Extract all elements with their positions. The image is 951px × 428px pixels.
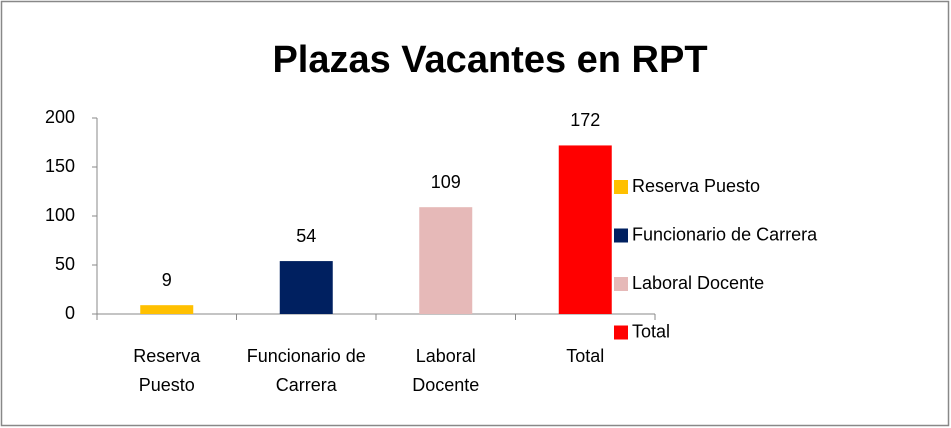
data-label: 109 — [431, 172, 461, 192]
legend-label: Laboral Docente — [632, 273, 764, 293]
bar — [140, 305, 194, 314]
data-label: 9 — [162, 270, 172, 290]
bar — [419, 207, 473, 314]
legend-swatch — [614, 228, 628, 243]
y-tick-label: 0 — [65, 303, 75, 323]
y-tick-label: 200 — [45, 107, 75, 127]
legend-label: Total — [632, 321, 670, 341]
x-tick-label: Total — [566, 346, 605, 366]
legend-label: Reserva Puesto — [632, 176, 760, 196]
legend-swatch — [614, 277, 628, 291]
legend-label: Funcionario de Carrera — [632, 224, 818, 244]
chart-title: Plazas Vacantes en RPT — [272, 39, 707, 81]
legend-swatch — [614, 180, 628, 194]
bar — [279, 261, 333, 314]
x-tick-label: Reserva Puesto — [133, 346, 201, 395]
data-label: 54 — [296, 226, 316, 246]
y-tick-label: 150 — [45, 156, 75, 176]
x-tick-label: Laboral Docente — [412, 346, 480, 395]
x-tick-label: Funcionario de Carrera — [246, 346, 366, 395]
data-label: 172 — [570, 110, 600, 130]
y-tick-label: 100 — [45, 205, 75, 225]
bar — [558, 145, 612, 314]
legend-swatch — [614, 325, 628, 340]
y-tick-label: 50 — [55, 254, 75, 274]
